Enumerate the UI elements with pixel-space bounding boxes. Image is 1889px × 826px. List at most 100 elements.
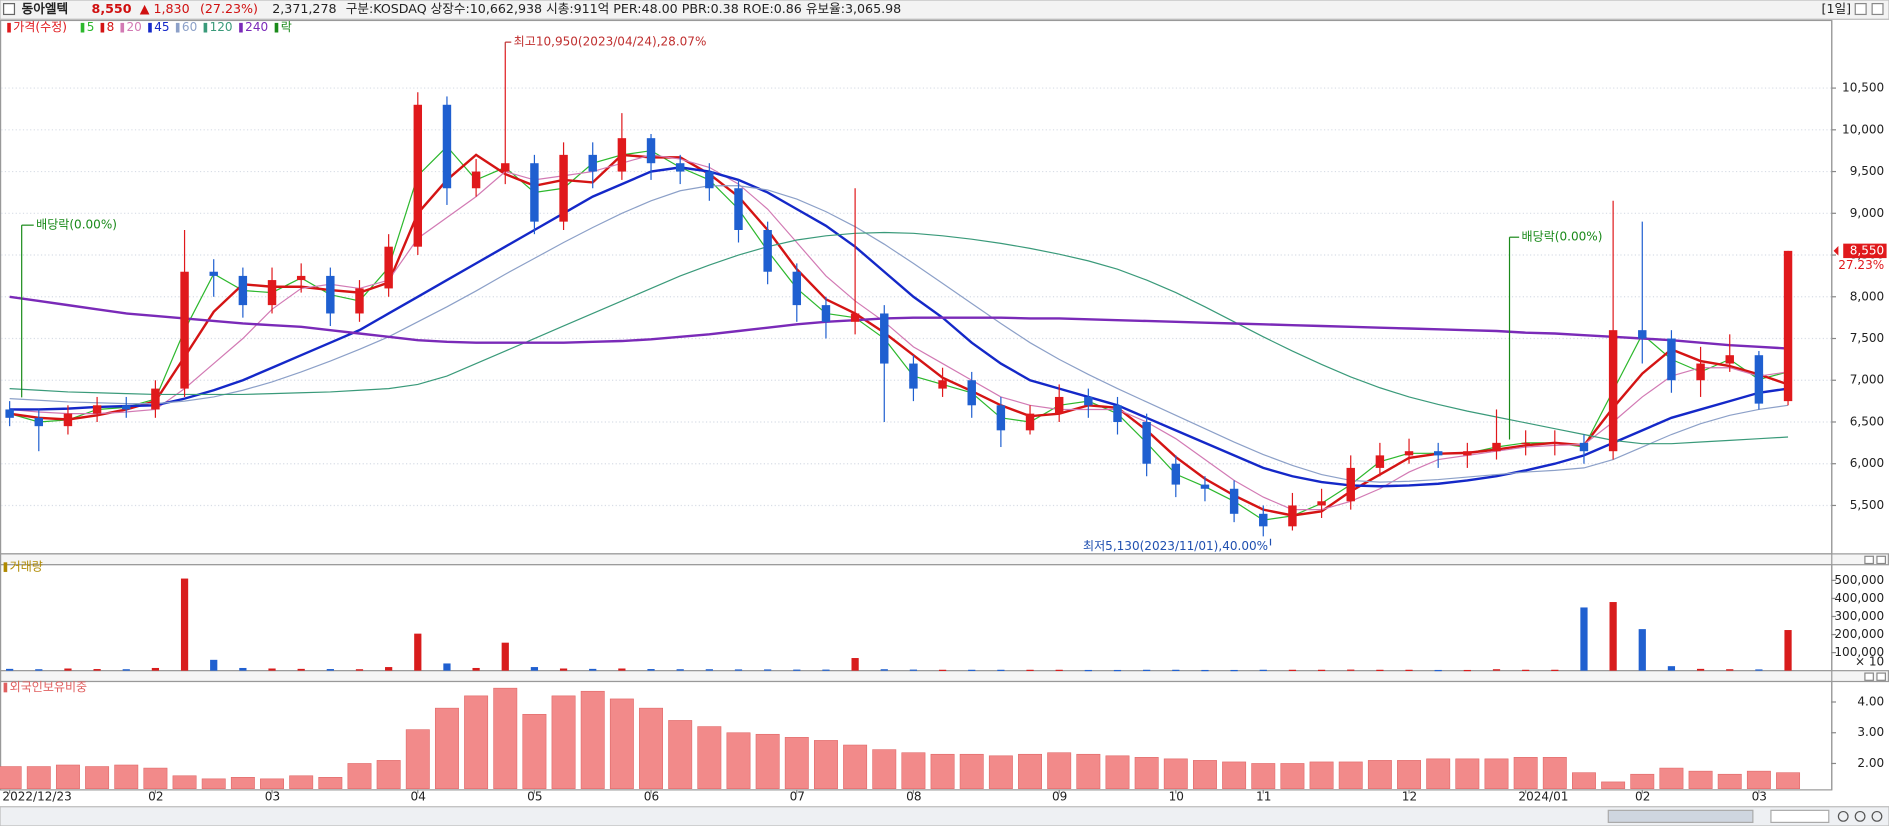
foreign-ratio-bar bbox=[1776, 772, 1801, 789]
volume-bar bbox=[647, 669, 655, 671]
foreign-ratio-bar bbox=[85, 766, 110, 789]
volume-bar bbox=[326, 669, 334, 671]
candle-body bbox=[1463, 451, 1472, 456]
window-button[interactable] bbox=[1871, 3, 1884, 16]
volume-bar bbox=[1172, 669, 1180, 671]
legend-swatch bbox=[274, 22, 279, 33]
panel-button[interactable] bbox=[1864, 555, 1874, 565]
panel-separator bbox=[0, 670, 1889, 683]
zoom-button[interactable] bbox=[1871, 810, 1883, 822]
y-tick-label: 5,500 bbox=[1850, 498, 1884, 512]
foreign-ratio-bar bbox=[1222, 761, 1247, 789]
panel-button[interactable] bbox=[1864, 672, 1874, 681]
volume-bar bbox=[1696, 668, 1705, 671]
foreign-ratio-bar bbox=[901, 752, 926, 789]
candle-body bbox=[646, 138, 656, 164]
window-button[interactable] bbox=[1854, 3, 1867, 16]
candle-body bbox=[588, 154, 597, 172]
ma-line bbox=[9, 154, 1789, 511]
legend-label: 가격(수정) bbox=[13, 20, 67, 34]
zoom-button[interactable] bbox=[1837, 810, 1849, 822]
legend-label: 45 bbox=[154, 20, 169, 34]
legend-swatch bbox=[148, 22, 152, 33]
foreign-ratio-bar bbox=[1455, 758, 1480, 789]
checkbox[interactable] bbox=[3, 3, 16, 16]
volume-bar bbox=[151, 667, 160, 671]
foreign-ratio-bar bbox=[784, 737, 809, 789]
panel-button[interactable] bbox=[1876, 672, 1886, 681]
candle-body bbox=[63, 413, 73, 427]
y-tick-label: 500,000 bbox=[1834, 573, 1884, 587]
panel-button[interactable] bbox=[1876, 555, 1886, 565]
foreign-ratio-bar bbox=[26, 766, 51, 789]
candle-body bbox=[413, 104, 423, 247]
volume-bar bbox=[64, 668, 72, 671]
volume-bar bbox=[1638, 629, 1646, 671]
foreign-ratio-bar bbox=[405, 729, 430, 789]
volume-bar bbox=[793, 669, 801, 671]
foreign-ratio-bar bbox=[1018, 753, 1042, 789]
y-tick-label: 300,000 bbox=[1834, 609, 1884, 623]
x-tick-label: 02 bbox=[148, 790, 163, 804]
volume-bar bbox=[1755, 669, 1763, 671]
candle-body bbox=[938, 380, 947, 389]
foreign-ratio-bar bbox=[1688, 770, 1713, 789]
candle-body bbox=[471, 171, 481, 189]
dividend-annotation: 배당락(0.00%) bbox=[1522, 230, 1603, 244]
foreign-ratio-bar bbox=[376, 760, 401, 789]
foreign-ratio-bar bbox=[1280, 763, 1305, 789]
foreign-ratio-bar bbox=[1717, 773, 1742, 789]
foreign-ratio-bar bbox=[755, 733, 780, 789]
candle-body bbox=[384, 246, 393, 289]
ma-line bbox=[9, 295, 1789, 350]
zoom-button[interactable] bbox=[1854, 810, 1866, 822]
legend-label: 240 bbox=[245, 20, 268, 34]
foreign-ratio-bar bbox=[988, 755, 1013, 789]
candle-body bbox=[326, 275, 335, 314]
foreign-ratio-bar bbox=[1542, 757, 1567, 789]
volume-bar bbox=[1376, 669, 1384, 671]
candle-body bbox=[1521, 442, 1530, 445]
volume-bar bbox=[705, 669, 713, 671]
foreign-ratio-bar bbox=[172, 775, 197, 789]
candle-body bbox=[1754, 355, 1764, 404]
foreign-ratio-bar bbox=[1484, 758, 1509, 789]
volume-bar bbox=[414, 633, 422, 671]
foreign-ratio-bar bbox=[464, 695, 489, 789]
candle-body bbox=[617, 138, 627, 172]
volume-bar bbox=[1463, 669, 1471, 672]
volume-bar bbox=[122, 669, 130, 671]
candle-body bbox=[238, 275, 248, 306]
y-tick-label: 100,000 bbox=[1834, 645, 1884, 659]
header-bar bbox=[0, 0, 1889, 20]
foreign-ratio-bar bbox=[726, 732, 751, 789]
ma-line bbox=[9, 231, 1789, 445]
scroll-thumb[interactable] bbox=[1607, 809, 1754, 823]
volume-bar bbox=[239, 667, 247, 671]
y-tick-label: 200,000 bbox=[1834, 627, 1884, 641]
dividend-annotation: 배당락(0.00%) bbox=[36, 218, 117, 232]
legend-swatch bbox=[203, 22, 208, 33]
legend-swatch bbox=[239, 22, 243, 33]
x-tick-label: 07 bbox=[790, 790, 805, 804]
volume-bar bbox=[1667, 666, 1676, 671]
volume-bar bbox=[1492, 669, 1501, 671]
candle-body bbox=[880, 313, 889, 364]
zoom-slider[interactable] bbox=[1770, 809, 1830, 823]
foreign-ratio-bar bbox=[1047, 752, 1072, 789]
scroll-bar[interactable] bbox=[0, 806, 1889, 826]
unit-label: × 10 bbox=[1855, 655, 1884, 669]
volume-bar bbox=[997, 669, 1005, 671]
foreign-ratio-bar bbox=[347, 763, 372, 789]
x-tick-label: 11 bbox=[1256, 790, 1271, 804]
candle-body bbox=[1725, 355, 1734, 364]
period-button[interactable]: [1일] bbox=[1822, 1, 1852, 16]
candle-body bbox=[209, 271, 218, 276]
foreign-ratio-bar bbox=[114, 764, 139, 789]
candle-body bbox=[1667, 338, 1676, 381]
volume-bar bbox=[1230, 669, 1238, 672]
candle-body bbox=[1579, 442, 1589, 452]
x-tick-label: 04 bbox=[411, 790, 426, 804]
x-tick-label: 12 bbox=[1402, 790, 1417, 804]
volume-bar bbox=[1522, 669, 1530, 671]
